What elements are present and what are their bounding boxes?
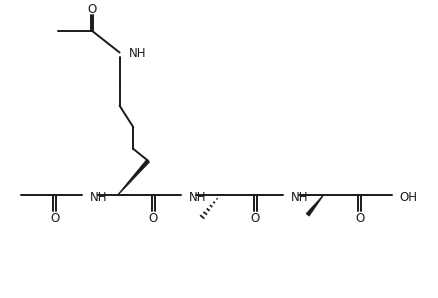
- Polygon shape: [117, 159, 150, 195]
- Text: NH: NH: [291, 191, 308, 204]
- Text: O: O: [251, 212, 260, 225]
- Text: NH: NH: [90, 191, 108, 204]
- Text: NH: NH: [128, 47, 146, 60]
- Text: OH: OH: [399, 191, 417, 204]
- Polygon shape: [306, 195, 324, 216]
- Text: O: O: [88, 3, 97, 16]
- Text: O: O: [50, 212, 59, 225]
- Text: O: O: [148, 212, 158, 225]
- Text: O: O: [355, 212, 364, 225]
- Text: NH: NH: [188, 191, 206, 204]
